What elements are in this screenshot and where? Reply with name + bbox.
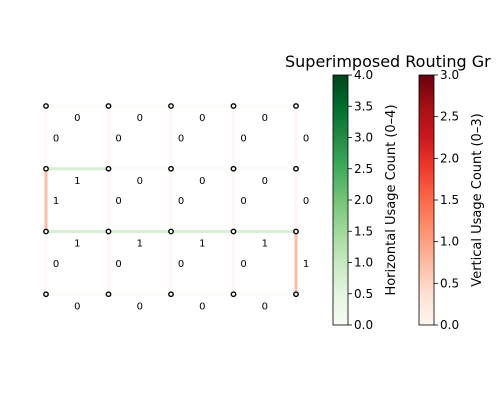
grid-node [168, 291, 174, 298]
h-edge-label: 1 [137, 239, 143, 250]
grid-node [105, 228, 112, 235]
h-edge-label: 0 [74, 113, 80, 124]
colorbar-tick-label: 2.5 [354, 162, 373, 176]
v-edge-label: 0 [178, 196, 184, 207]
colorbar-horizontal-scale [332, 74, 349, 326]
v-edge-label: 0 [178, 259, 184, 270]
colorbar-tick-label: 2.0 [440, 151, 459, 165]
colorbar-vertical-label: Vertical Usage Count (0–3) [470, 113, 485, 286]
v-edge-label: 0 [115, 196, 121, 207]
h-edge-label: 0 [262, 301, 268, 312]
grid-node [105, 165, 112, 172]
h-edge-label: 0 [262, 176, 268, 187]
grid-node [43, 165, 49, 172]
grid-node [230, 228, 237, 235]
colorbar-tick-label: 0.0 [354, 318, 373, 332]
colorbar-vertical-scale [418, 74, 435, 326]
v-edge-label: 0 [240, 259, 246, 270]
v-edge-label: 1 [303, 259, 309, 270]
grid-node [230, 165, 237, 172]
colorbar-vertical: 0.0 0.5 1.0 1.5 2.0 2.5 3.0 Vertical Usage Coun… [418, 68, 485, 332]
colorbar-tick-label: 3.0 [440, 68, 459, 82]
h-edge-label: 0 [199, 301, 205, 312]
grid-node [293, 228, 299, 235]
colorbar-tick-label: 1.0 [354, 256, 373, 270]
h-edge-label: 1 [74, 176, 80, 187]
grid-node [293, 165, 299, 172]
h-edge-label: 0 [137, 113, 143, 124]
grid-node [43, 291, 49, 298]
colorbar-horizontal: 0.0 0.5 1.0 1.5 2.0 2.5 3.0 3.5 4.0 Horizontal Us… [332, 68, 399, 332]
h-edge-label: 1 [199, 239, 205, 250]
routing-grid: 0 0 0 0 1 0 0 0 1 1 1 1 0 0 0 0 0 0 0 0 0 1 0 0 0 0 0 0 0 0 1 [43, 103, 309, 312]
v-edge-label: 0 [53, 259, 59, 270]
colorbar-tick-label: 0.5 [354, 287, 373, 301]
h-edge-label: 0 [199, 176, 205, 187]
v-edge-label: 0 [303, 196, 309, 207]
grid-node [43, 228, 49, 235]
grid-node [43, 103, 49, 109]
h-edge-label: 1 [74, 239, 80, 250]
grid-node [230, 291, 237, 298]
grid-node [293, 103, 299, 109]
h-edge-label: 0 [137, 176, 143, 187]
colorbar-tick-label: 4.0 [354, 68, 373, 82]
v-edge-label: 0 [115, 133, 121, 144]
colorbar-tick-label: 1.5 [354, 224, 373, 238]
colorbars: 0.0 0.5 1.0 1.5 2.0 2.5 3.0 3.5 4.0 Horizontal Us… [332, 68, 485, 332]
grid-node [105, 103, 112, 109]
h-edge-label: 1 [262, 239, 268, 250]
v-edge-label: 0 [303, 133, 309, 144]
grid-node [168, 228, 174, 235]
h-edge-label: 0 [199, 113, 205, 124]
v-edge-label: 0 [115, 259, 121, 270]
colorbar-tick-label: 2.5 [440, 110, 459, 124]
v-edge-label: 1 [53, 196, 59, 207]
grid-node [230, 103, 237, 109]
colorbar-tick-label: 2.0 [354, 193, 373, 207]
h-edge-label: 0 [137, 301, 143, 312]
colorbar-tick-label: 3.5 [354, 99, 373, 113]
grid-node [293, 291, 299, 298]
v-edge-label: 0 [53, 133, 59, 144]
colorbar-tick-label: 1.5 [440, 193, 459, 207]
chart-title: Superimposed Routing Gr [285, 52, 491, 71]
grid-node [105, 291, 112, 298]
h-edge-label: 0 [74, 301, 80, 312]
grid-node [168, 165, 174, 172]
colorbar-horizontal-label: Horizontal Usage Count (0–4) [384, 104, 399, 295]
v-edge-label: 0 [178, 133, 184, 144]
v-edge-label: 0 [240, 133, 246, 144]
v-edge-label: 0 [240, 196, 246, 207]
colorbar-tick-label: 1.0 [440, 235, 459, 249]
colorbar-tick-label: 3.0 [354, 131, 373, 145]
h-edge-label: 0 [262, 113, 268, 124]
colorbar-tick-label: 0.0 [440, 318, 459, 332]
grid-node [168, 103, 174, 109]
colorbar-tick-label: 0.5 [440, 276, 459, 290]
